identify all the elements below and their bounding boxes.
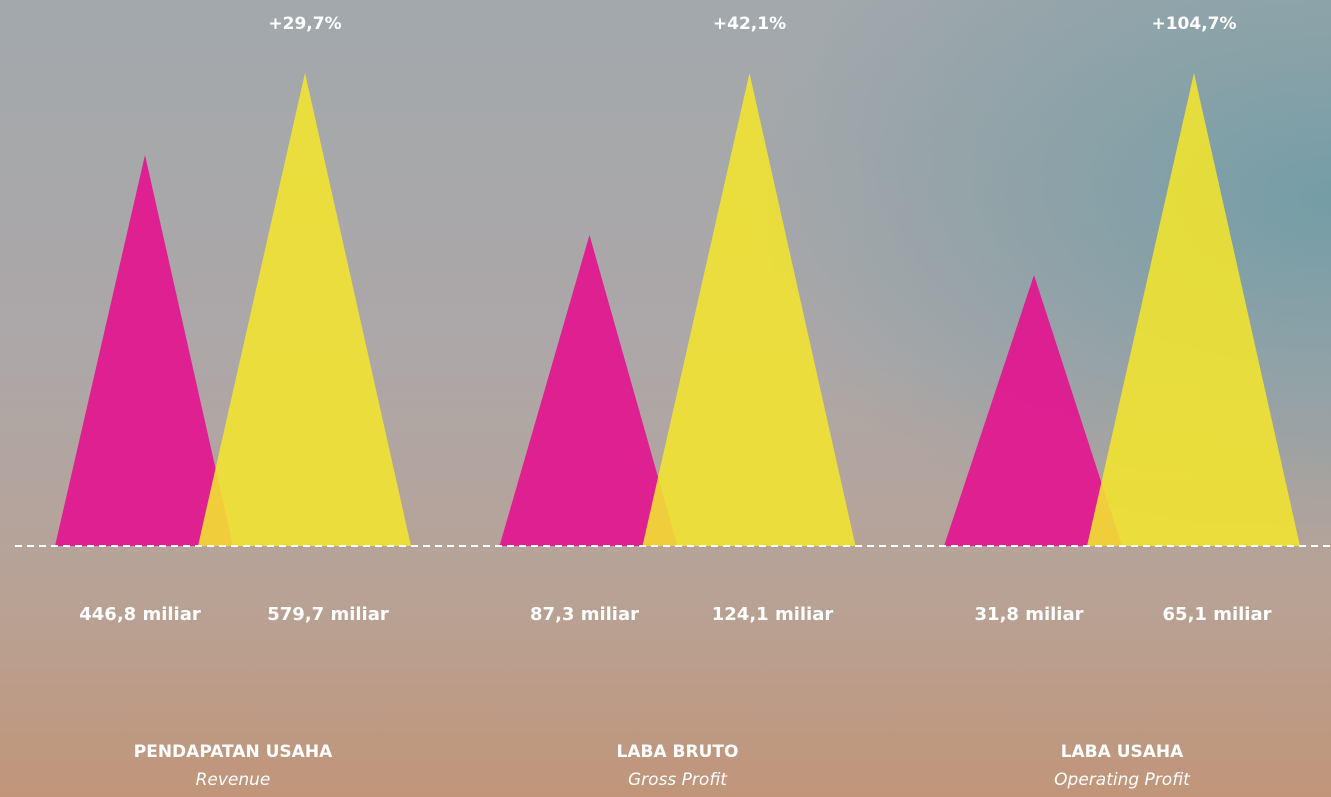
current-triangle bbox=[198, 73, 411, 546]
group-subtitle: Operating Profit bbox=[1054, 770, 1191, 790]
current-triangle bbox=[642, 73, 856, 546]
previous-triangle bbox=[55, 155, 233, 546]
change-label: +29,7% bbox=[268, 14, 341, 34]
previous-triangle bbox=[499, 235, 678, 546]
group-title: PENDAPATAN USAHA bbox=[134, 742, 333, 762]
group-title: LABA USAHA bbox=[1061, 742, 1184, 762]
current-value: 579,7 miliar bbox=[267, 604, 389, 625]
current-value: 124,1 miliar bbox=[712, 604, 834, 625]
group-subtitle: Revenue bbox=[196, 770, 271, 790]
previous-value: 446,8 miliar bbox=[79, 604, 201, 625]
group-subtitle: Gross Profit bbox=[628, 770, 728, 790]
labels: +29,7% 446,8 miliar 579,7 miliar PENDAPATAN… bbox=[79, 14, 1271, 790]
triangles bbox=[55, 73, 1300, 546]
change-label: +42,1% bbox=[713, 14, 786, 34]
previous-value: 31,8 miliar bbox=[975, 604, 1084, 625]
change-label: +104,7% bbox=[1151, 14, 1236, 34]
previous-value: 87,3 miliar bbox=[530, 604, 639, 625]
previous-triangle bbox=[944, 275, 1122, 546]
current-triangle bbox=[1087, 73, 1300, 546]
current-value: 65,1 miliar bbox=[1163, 604, 1272, 625]
group-title: LABA BRUTO bbox=[617, 742, 739, 762]
